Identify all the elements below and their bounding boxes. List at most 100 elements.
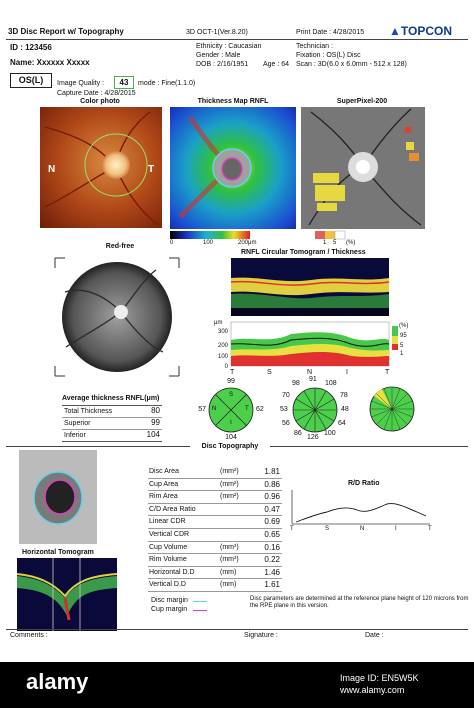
y-tick-200: 200 <box>217 343 228 349</box>
disc-parameter-note: Disc parameters are determined at the re… <box>250 596 469 609</box>
color-photo-title: Color photo <box>80 98 120 105</box>
scan-info: Scan : 3D(6.0 x 6.0mm - 512 x 128) <box>296 61 407 68</box>
avg-row-superior: Superior 99 <box>62 418 162 430</box>
gender: Gender : Male <box>196 52 241 59</box>
avg-row-label: Total Thickness <box>64 408 113 415</box>
clock-v-98: 98 <box>292 380 300 387</box>
avg-row-value: 104 <box>146 430 160 439</box>
param-label: Cup Area <box>149 480 179 488</box>
quad-top-value: 99 <box>227 378 235 385</box>
quadrant-chart <box>208 387 254 433</box>
disc-param-row: C/D Area Ratio 0.47 <box>148 504 282 517</box>
param-value: 1.61 <box>264 580 280 590</box>
quad-i: I <box>230 420 232 426</box>
y-tick-100: 100 <box>217 354 228 360</box>
rnfl-circular-tomogram <box>230 258 390 316</box>
param-label: C/D Area Ratio <box>149 505 196 513</box>
alamy-logo: alamy <box>26 669 89 694</box>
avg-row-inferior: Inferior 104 <box>62 430 162 442</box>
legend-disc-margin: Disc margin <box>151 597 188 604</box>
scan-mode: mode : Fine(1.1.0) <box>138 80 196 87</box>
avg-row-value: 99 <box>151 418 160 427</box>
rd-x-i: I <box>395 526 397 532</box>
quad-s: S <box>228 392 233 398</box>
print-date: Print Date : 4/28/2015 <box>296 29 365 36</box>
avg-thickness-table: Total Thickness 80 Superior 99 Inferior … <box>62 405 162 442</box>
quad-n: N <box>212 406 217 412</box>
scale-min: 0 <box>170 240 174 246</box>
sector-chart <box>369 386 415 432</box>
thickness-map-title: Thickness Map RNFL <box>197 98 269 105</box>
sp-scale-pct: (%) <box>346 240 356 246</box>
superpixel-color-bar <box>315 230 346 240</box>
thickness-map-image <box>170 107 296 229</box>
param-label: Rim Area <box>149 493 178 501</box>
avg-thickness-title: Average thickness RNFL(μm) <box>62 395 160 402</box>
param-label: Horizontal D.D <box>149 568 195 576</box>
photo-nasal-label: N <box>48 164 56 175</box>
rd-ratio-title: R/D Ratio <box>348 480 380 487</box>
clock-v-126: 126 <box>307 434 319 441</box>
image-quality-value: 43 <box>114 76 134 89</box>
quad-bottom-value: 104 <box>225 434 237 441</box>
param-label: Linear CDR <box>149 518 186 526</box>
param-value: 0.22 <box>264 555 280 565</box>
profile-x-n: N <box>307 369 313 376</box>
profile-legend-5: 5 <box>400 343 404 349</box>
param-value: 0.96 <box>264 492 280 502</box>
param-unit: (mm³) <box>220 556 239 564</box>
date-label: Date : <box>365 632 384 639</box>
age: Age : 64 <box>263 61 290 68</box>
profile-x-i: I <box>346 369 348 376</box>
clock-v-91: 91 <box>309 376 317 383</box>
disc-topography-image <box>19 450 97 544</box>
param-value: 0.69 <box>264 517 280 527</box>
param-value: 0.86 <box>264 479 280 489</box>
disc-param-row: Disc Area (mm²) 1.81 <box>148 466 282 479</box>
rd-x-n: N <box>360 526 365 532</box>
disc-param-row: Horizontal D.D (mm) 1.46 <box>148 567 282 580</box>
clock-v-100: 100 <box>324 430 336 437</box>
quad-right-value: 62 <box>256 406 264 413</box>
comments-label: Comments : <box>10 632 48 639</box>
profile-unit: μm <box>214 320 223 326</box>
watermark-footer: alamy Image ID: EN5W5K www.alamy.com <box>0 662 474 708</box>
disc-param-row: Rim Volume (mm³) 0.22 <box>148 554 282 567</box>
clock-v-48: 48 <box>341 406 349 413</box>
avg-row-label: Inferior <box>64 432 86 439</box>
clock-v-64: 64 <box>338 420 346 427</box>
clock-v-53: 53 <box>280 406 288 413</box>
param-value: 0.47 <box>264 504 280 514</box>
param-unit: (mm³) <box>220 543 239 551</box>
device-version: 3D OCT-1(Ver.8.20) <box>186 29 248 36</box>
red-free-title: Red-free <box>105 243 135 250</box>
legend-disc-line <box>193 601 207 602</box>
param-value: 1.46 <box>264 567 280 577</box>
clock-hour-chart <box>292 387 338 433</box>
header-divider <box>6 39 468 40</box>
clock-v-56: 56 <box>282 420 290 427</box>
superpixel-title: SuperPixel-200 <box>336 98 388 105</box>
param-unit: (mm) <box>220 568 237 576</box>
technician: Technician : <box>296 43 333 50</box>
red-free-image <box>54 257 180 377</box>
photo-temporal-label: T <box>148 164 155 175</box>
footer-divider <box>6 629 468 630</box>
horizontal-tomogram-image <box>16 558 118 631</box>
clock-v-78: 78 <box>340 392 348 399</box>
sp-scale-5: 5 <box>333 240 337 246</box>
color-fundus-photo <box>40 107 162 228</box>
param-value: 0.16 <box>264 542 280 552</box>
disc-param-row: Cup Area (mm²) 0.86 <box>148 479 282 492</box>
profile-x-s: S <box>267 369 272 376</box>
ethnicity: Ethnicity : Caucasian <box>196 43 262 50</box>
horizontal-tomogram-title: Horizontal Tomogram <box>22 549 94 556</box>
profile-x-t2: T <box>385 369 390 376</box>
scale-mid: 100 <box>203 240 214 246</box>
disc-param-row: Vertical D.D (mm) 1.61 <box>148 579 282 592</box>
clock-v-70: 70 <box>282 392 290 399</box>
disc-param-row: Linear CDR 0.69 <box>148 516 282 529</box>
patient-id: ID : 123456 <box>10 43 52 52</box>
param-value: 1.81 <box>264 467 280 476</box>
patient-name: Name: Xxxxxx Xxxxx <box>10 58 90 67</box>
